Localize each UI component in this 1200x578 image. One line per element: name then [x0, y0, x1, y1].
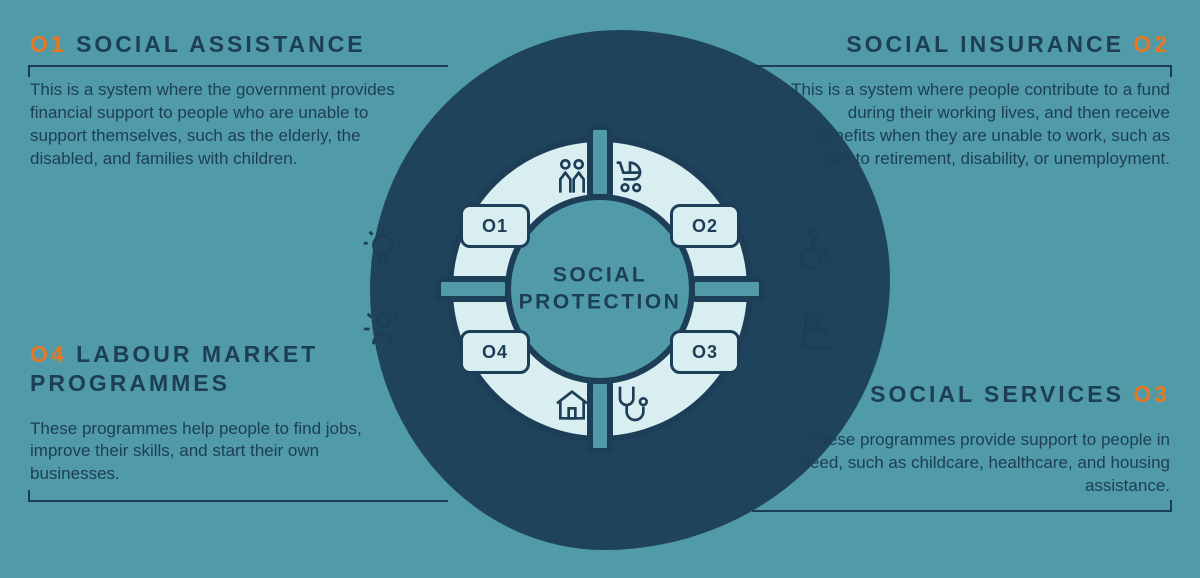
notch-label-02: O2: [692, 216, 718, 237]
notch-label-04: O4: [482, 342, 508, 363]
notch-label-03: O3: [692, 342, 718, 363]
body-social-assistance: This is a system where the government pr…: [30, 79, 410, 171]
notch-03: O3: [670, 330, 740, 374]
quadrant-social-insurance: SOCIAL INSURANCE O2 This is a system whe…: [790, 30, 1170, 171]
lightbulb-icon: [358, 224, 408, 274]
wheelchair-icon: [792, 224, 842, 274]
center-line2: PROTECTION: [519, 289, 682, 316]
title-social-services: SOCIAL SERVICES O3: [790, 380, 1170, 409]
label-social-insurance: SOCIAL INSURANCE: [846, 31, 1124, 57]
connector-br-v: [1170, 500, 1172, 512]
quadrant-social-assistance: O1 SOCIAL ASSISTANCE This is a system wh…: [30, 30, 410, 171]
label-social-services: SOCIAL SERVICES: [870, 381, 1124, 407]
center-title: SOCIAL PROTECTION: [519, 262, 682, 317]
rocking-chair-icon: [792, 304, 842, 354]
notch-04: O4: [460, 330, 530, 374]
connector-br: [752, 510, 1172, 512]
body-social-insurance: This is a system where people contribute…: [790, 79, 1170, 171]
connector-tr-v: [1170, 65, 1172, 77]
number-02: O2: [1133, 31, 1170, 57]
center-ring: O1 O2 O4 O3 SOCIAL PROTECTION: [420, 109, 780, 469]
house-icon: [550, 383, 594, 427]
quadrant-social-services: SOCIAL SERVICES O3 These programmes prov…: [790, 380, 1170, 498]
connector-bl-v: [28, 490, 30, 502]
stethoscope-icon: [608, 383, 652, 427]
person-arrows-icon: [358, 304, 408, 354]
number-03: O3: [1133, 381, 1170, 407]
label-social-assistance: SOCIAL ASSISTANCE: [76, 31, 366, 57]
body-labour-market: These programmes help people to find job…: [30, 418, 410, 487]
number-01: O1: [30, 31, 67, 57]
notch-02: O2: [670, 204, 740, 248]
label-labour-market: LABOUR MARKET PROGRAMMES: [30, 341, 318, 396]
notch-01: O1: [460, 204, 530, 248]
title-labour-market: O4 LABOUR MARKET PROGRAMMES: [30, 340, 410, 398]
quadrant-labour-market: O4 LABOUR MARKET PROGRAMMES These progra…: [30, 340, 410, 486]
title-social-assistance: O1 SOCIAL ASSISTANCE: [30, 30, 410, 59]
connector-bl: [28, 500, 448, 502]
notch-label-01: O1: [482, 216, 508, 237]
stroller-icon: [608, 154, 652, 198]
people-icon: [550, 154, 594, 198]
body-social-services: These programmes provide support to peop…: [790, 429, 1170, 498]
title-social-insurance: SOCIAL INSURANCE O2: [790, 30, 1170, 59]
number-04: O4: [30, 341, 67, 367]
center-line1: SOCIAL: [519, 262, 682, 289]
